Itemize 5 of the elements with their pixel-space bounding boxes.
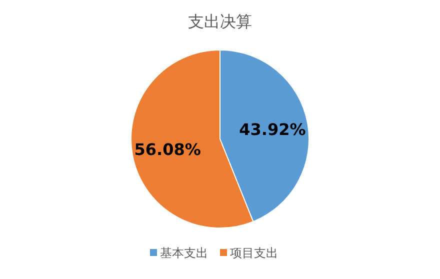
data-label: 56.08% [134, 140, 201, 160]
data-label: 43.92% [239, 120, 306, 139]
chart-title: 支出决算 [188, 12, 252, 31]
legend-label: 项目支出 [230, 246, 278, 260]
legend-label: 基本支出 [160, 246, 208, 260]
